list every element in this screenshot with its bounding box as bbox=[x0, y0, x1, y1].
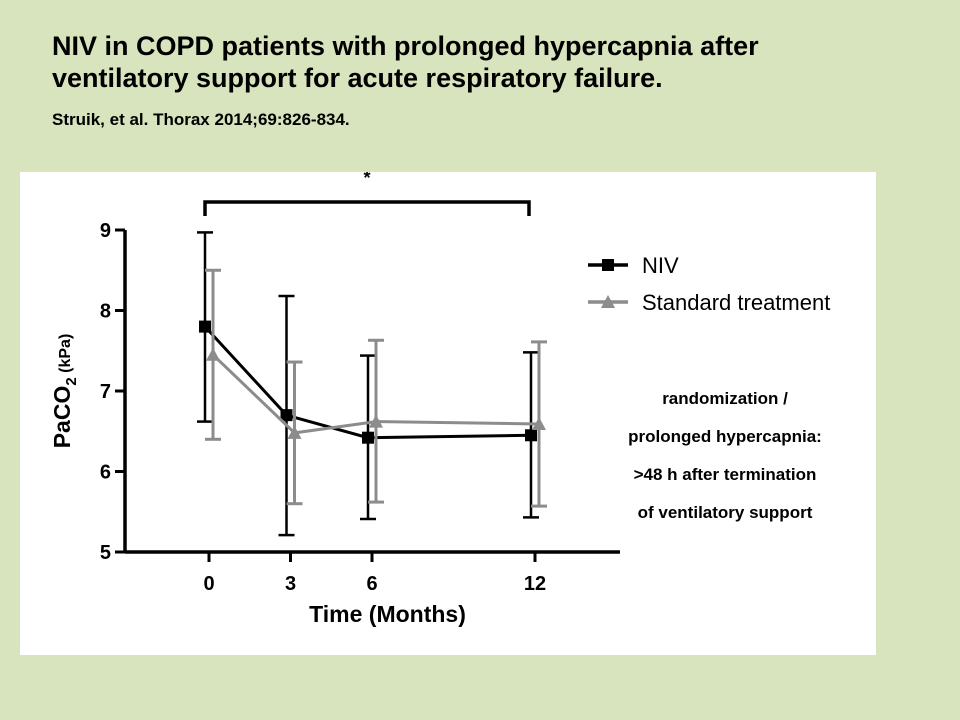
paco2-chart: 5 6 7 8 9 0 3 6 12 Time (Months) PaCO2 (kPa) * NIV St… bbox=[49, 172, 830, 627]
slide-title-line-2: ventilatory support for acute respirator… bbox=[52, 63, 663, 93]
series-line-1 bbox=[211, 353, 540, 435]
legend-label-0: NIV bbox=[642, 253, 679, 278]
data-point-standard bbox=[206, 347, 220, 361]
series-line-0 bbox=[203, 325, 532, 440]
y-axis-label-unit: (kPa) bbox=[57, 334, 74, 378]
legend-marker-standard bbox=[601, 295, 615, 308]
significance-bracket bbox=[203, 200, 531, 216]
y-tick-label: 8 bbox=[100, 301, 111, 323]
data-point-standard bbox=[287, 425, 302, 439]
randomization-annotation: randomization / prolonged hypercapnia: >… bbox=[605, 380, 845, 532]
y-tick-label: 7 bbox=[100, 381, 111, 403]
legend-marker-niv bbox=[602, 259, 614, 271]
slide-title: NIV in COPD patients with prolonged hype… bbox=[52, 30, 932, 94]
significance-marker: * bbox=[363, 172, 370, 188]
y-tick-label: 9 bbox=[100, 220, 111, 242]
data-point-standard bbox=[532, 417, 546, 431]
citation: Struik, et al. Thorax 2014;69:826-834. bbox=[52, 110, 350, 129]
data-point-niv bbox=[362, 431, 374, 444]
annotation-line-1: randomization / bbox=[662, 389, 788, 408]
x-tick-label: 3 bbox=[285, 573, 296, 595]
y-axis-label-main: PaCO bbox=[49, 386, 75, 449]
y-tick-label: 6 bbox=[100, 462, 111, 484]
x-tick-label: 0 bbox=[203, 573, 214, 595]
data-point-standard bbox=[369, 414, 383, 428]
annotation-line-4: of ventilatory support bbox=[637, 503, 813, 522]
y-tick-label: 5 bbox=[100, 542, 111, 564]
figure-panel: 5 6 7 8 9 0 3 6 12 Time (Months) PaCO2 (kPa) * NIV St… bbox=[20, 172, 876, 655]
annotation-line-3: >48 h after termination bbox=[633, 465, 817, 484]
data-point-niv bbox=[199, 320, 211, 333]
y-axis-label: PaCO2 (kPa) bbox=[49, 334, 80, 449]
y-axis-label-subscript: 2 bbox=[63, 377, 80, 385]
data-point-niv bbox=[525, 429, 537, 442]
data-point-niv bbox=[280, 409, 293, 422]
x-axis-label: Time (Months) bbox=[309, 601, 466, 627]
annotation-line-2: prolonged hypercapnia: bbox=[628, 427, 822, 446]
slide-title-line-1: NIV in COPD patients with prolonged hype… bbox=[52, 31, 759, 61]
legend-label-1: Standard treatment bbox=[642, 290, 830, 315]
x-tick-label: 6 bbox=[366, 573, 377, 595]
x-tick-label: 12 bbox=[524, 573, 546, 595]
